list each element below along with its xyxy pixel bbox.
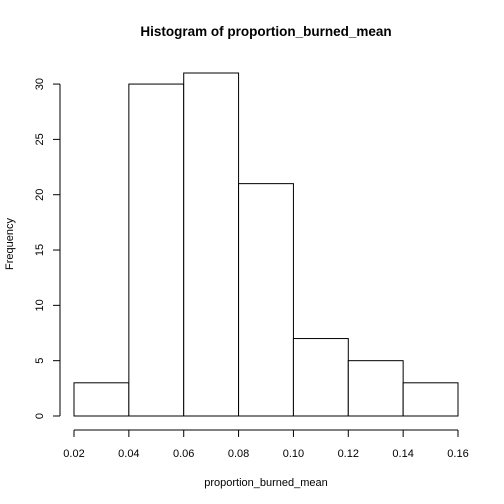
histogram-bar-5 [347,360,404,417]
x-axis-label: proportion_burned_mean [204,477,328,489]
x-tick-label-4: 0.10 [283,448,304,460]
y-tick-label-5: 25 [34,133,46,145]
y-tick-label-4: 20 [34,189,46,201]
x-tick-label-0: 0.02 [63,448,84,460]
y-tick-label-6: 30 [34,78,46,90]
histogram-bar-1 [128,83,185,417]
histogram-bar-3 [238,183,294,417]
y-axis-label: Frequency [4,218,16,270]
x-axis: 0.02 0.04 0.06 0.08 0.10 0.12 0.14 0.16 [63,429,469,460]
x-tick-label-7: 0.16 [447,448,468,460]
y-axis: 0 5 10 15 20 25 30 [34,78,61,419]
x-tick-label-5: 0.12 [338,448,359,460]
chart-title: Histogram of proportion_burned_mean [140,24,391,39]
histogram-bar-0 [73,382,130,417]
y-tick-label-0: 0 [34,413,46,419]
histogram-bar-6 [402,382,459,417]
x-tick-label-2: 0.06 [173,448,194,460]
y-tick-label-3: 15 [34,244,46,256]
histogram-bar-4 [292,338,349,417]
y-tick-label-2: 10 [34,299,46,311]
x-tick-label-6: 0.14 [392,448,413,460]
bars-group [73,72,459,417]
histogram-bar-2 [183,72,240,417]
y-tick-label-1: 5 [34,358,46,364]
x-tick-label-1: 0.04 [118,448,139,460]
x-tick-label-3: 0.08 [228,448,249,460]
